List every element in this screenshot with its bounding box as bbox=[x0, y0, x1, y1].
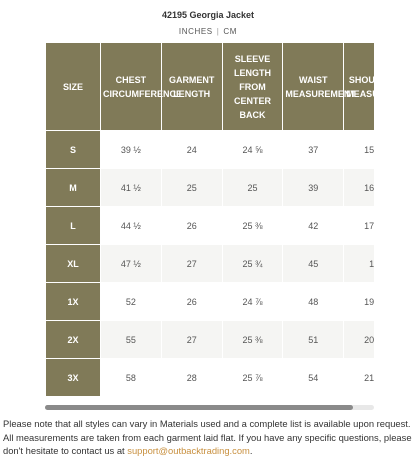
measurement-cell: 55 bbox=[101, 321, 161, 358]
measurement-cell: 26 bbox=[161, 207, 222, 244]
header-size: SIZE bbox=[46, 43, 100, 130]
measurement-cell: 27 bbox=[161, 321, 222, 358]
measurement-cell: 39 ½ bbox=[101, 131, 161, 168]
measurement-cell: 15 ¾ bbox=[344, 131, 374, 168]
scrollbar-thumb[interactable] bbox=[45, 405, 353, 410]
measurement-cell: 41 ½ bbox=[101, 169, 161, 206]
size-label: 3X bbox=[46, 359, 100, 396]
support-email-link[interactable]: support@outbacktrading.com bbox=[127, 445, 250, 456]
size-label: M bbox=[46, 169, 100, 206]
table-header-row: SIZE CHEST CIRCUMFERENCE GARMENT LENGTH … bbox=[46, 43, 374, 130]
size-label: 1X bbox=[46, 283, 100, 320]
measurement-cell: 58 bbox=[101, 359, 161, 396]
product-title: 42195 Georgia Jacket bbox=[161, 10, 255, 20]
measurement-cell: 51 bbox=[283, 321, 344, 358]
measurement-cell: 25 bbox=[161, 169, 222, 206]
horizontal-scrollbar[interactable] bbox=[45, 405, 374, 410]
measurement-cell: 25 ¾ bbox=[222, 245, 283, 282]
measurement-cell: 37 bbox=[283, 131, 344, 168]
header-shoulder: SHOULDER MEASUREMENT bbox=[344, 43, 374, 130]
measurement-cell: 16 ½ bbox=[344, 169, 374, 206]
size-table: SIZE CHEST CIRCUMFERENCE GARMENT LENGTH … bbox=[45, 42, 374, 397]
measurement-note: Please note that all styles can vary in … bbox=[3, 417, 413, 459]
header-waist: WAIST MEASUREMENT bbox=[283, 43, 356, 130]
measurement-cell: 44 ½ bbox=[101, 207, 161, 244]
unit-toggle: INCHES | CM bbox=[0, 27, 416, 36]
measurement-cell: 42 bbox=[283, 207, 344, 244]
measurement-cell: 24 ⅝ bbox=[222, 131, 283, 168]
size-label: XL bbox=[46, 245, 100, 282]
measurement-cell: 24 ⅞ bbox=[222, 283, 283, 320]
size-label: L bbox=[46, 207, 100, 244]
measurement-cell: 25 ⅜ bbox=[222, 207, 283, 244]
measurement-cell: 28 bbox=[161, 359, 222, 396]
measurement-cell: 26 bbox=[161, 283, 222, 320]
measurement-cell: 27 bbox=[161, 245, 222, 282]
note-end: . bbox=[249, 445, 253, 456]
inches-option[interactable]: INCHES bbox=[178, 27, 213, 36]
measurement-cell: 47 ½ bbox=[101, 245, 161, 282]
cm-option[interactable]: CM bbox=[223, 27, 238, 36]
measurement-cell: 48 bbox=[283, 283, 344, 320]
measurement-cell: 18 bbox=[344, 245, 374, 282]
note-text: Please note that all styles can vary in … bbox=[3, 418, 412, 456]
measurement-cell: 25 bbox=[222, 169, 283, 206]
header-chest: CHEST CIRCUMFERENCE bbox=[101, 43, 182, 130]
measurement-cell: 52 bbox=[101, 283, 161, 320]
measurement-cell: 25 ⅞ bbox=[222, 359, 283, 396]
measurement-cell: 21 ¼ bbox=[344, 359, 374, 396]
measurement-cell: 39 bbox=[283, 169, 344, 206]
size-table-scroll-container[interactable]: SIZE CHEST CIRCUMFERENCE GARMENT LENGTH … bbox=[45, 42, 374, 397]
size-label: S bbox=[46, 131, 100, 168]
measurement-cell: 20 ¼ bbox=[344, 321, 374, 358]
measurement-cell: 54 bbox=[283, 359, 344, 396]
header-sleeve-length: SLEEVE LENGTH FROM CENTER BACK bbox=[222, 43, 283, 130]
header-garment-length: GARMENT LENGTH bbox=[161, 43, 222, 130]
measurement-cell: 45 bbox=[283, 245, 344, 282]
unit-separator: | bbox=[216, 27, 220, 36]
measurement-cell: 24 bbox=[161, 131, 222, 168]
measurement-cell: 25 ⅜ bbox=[222, 321, 283, 358]
measurement-cell: 19 ¼ bbox=[344, 283, 374, 320]
measurement-cell: 17 ¼ bbox=[344, 207, 374, 244]
size-label: 2X bbox=[46, 321, 100, 358]
